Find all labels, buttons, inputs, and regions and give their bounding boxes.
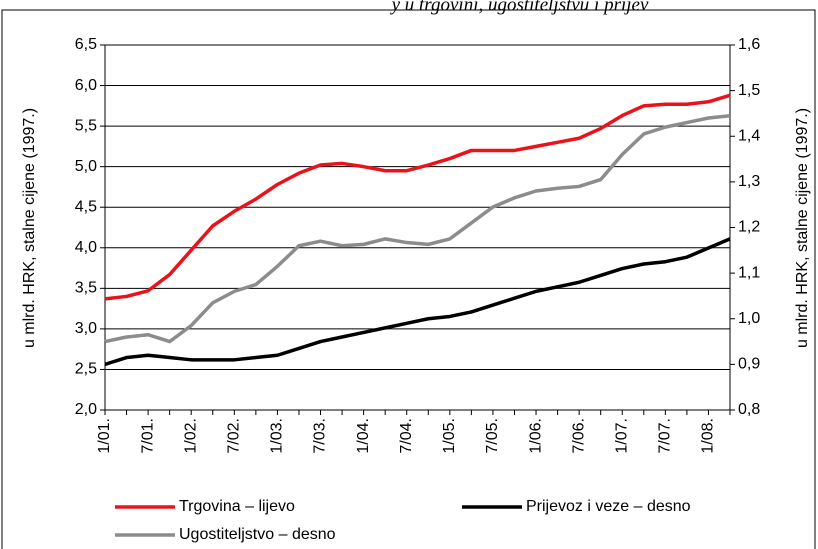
y2-tick-label: 0,8	[738, 401, 760, 418]
line-series	[104, 113, 731, 344]
x-tick-label: 1/06.	[527, 418, 544, 454]
x-tick-label: 7/02.	[226, 418, 243, 454]
y-tick-label: 2,5	[75, 361, 97, 378]
x-tick-label: 7/06.	[570, 418, 587, 454]
y-tick-label: 4,0	[75, 239, 97, 256]
plot-area	[104, 44, 731, 411]
y-axis-label: u mlrd. HRK, stalne cijene (1997.)	[21, 108, 38, 348]
line-series	[104, 93, 731, 301]
y2-tick-label: 1,2	[738, 219, 760, 236]
legend-label: Prijevoz i veze – desno	[526, 498, 691, 515]
x-tick-label: 7/05.	[484, 418, 501, 454]
y2-tick-label: 1,5	[738, 82, 760, 99]
x-tick-label: 1/02.	[182, 418, 199, 454]
y2-axis-label: u mlrd. HRK, stalne cijene (1997.)	[794, 108, 811, 348]
y-tick-label: 3,0	[75, 320, 97, 337]
y-tick-label: 6,0	[75, 77, 97, 94]
y2-tick-label: 1,4	[738, 127, 760, 144]
x-tick-label: 1/03.	[269, 418, 286, 454]
y-tick-label: 6,5	[75, 36, 97, 53]
y-tick-label: 5,0	[75, 158, 97, 175]
y-tick-label: 3,5	[75, 280, 97, 297]
x-tick-label: 7/03.	[312, 418, 329, 454]
y2-tick-label: 0,9	[738, 356, 760, 373]
y2-tick-label: 1,3	[738, 173, 760, 190]
x-tick-label: 1/04.	[355, 418, 372, 454]
frame	[1, 9, 816, 549]
y2-tick-label: 1,1	[738, 264, 760, 281]
x-tick-label: 1/08.	[700, 418, 717, 454]
y-tick-label: 5,5	[75, 117, 97, 134]
line-series	[104, 237, 731, 367]
x-tick-label: 1/05.	[441, 418, 458, 454]
y-tick-label: 4,5	[75, 198, 97, 215]
y-tick-label: 2,0	[75, 401, 97, 418]
y2-tick-label: 1,0	[738, 310, 760, 327]
x-tick-label: 7/07.	[657, 418, 674, 454]
x-tick-label: 1/01.	[96, 418, 113, 454]
x-tick-label: 7/04.	[398, 418, 415, 454]
legend-label: Trgovina – lijevo	[179, 498, 295, 515]
x-tick-label: 1/07.	[613, 418, 630, 454]
legend-label: Ugostiteljstvo – desno	[179, 526, 336, 543]
x-tick-label: 7/01.	[139, 418, 156, 454]
y2-tick-label: 1,6	[738, 36, 760, 53]
chart-title: y u trgovini, ugostiteljstvu i prijev	[390, 0, 649, 15]
